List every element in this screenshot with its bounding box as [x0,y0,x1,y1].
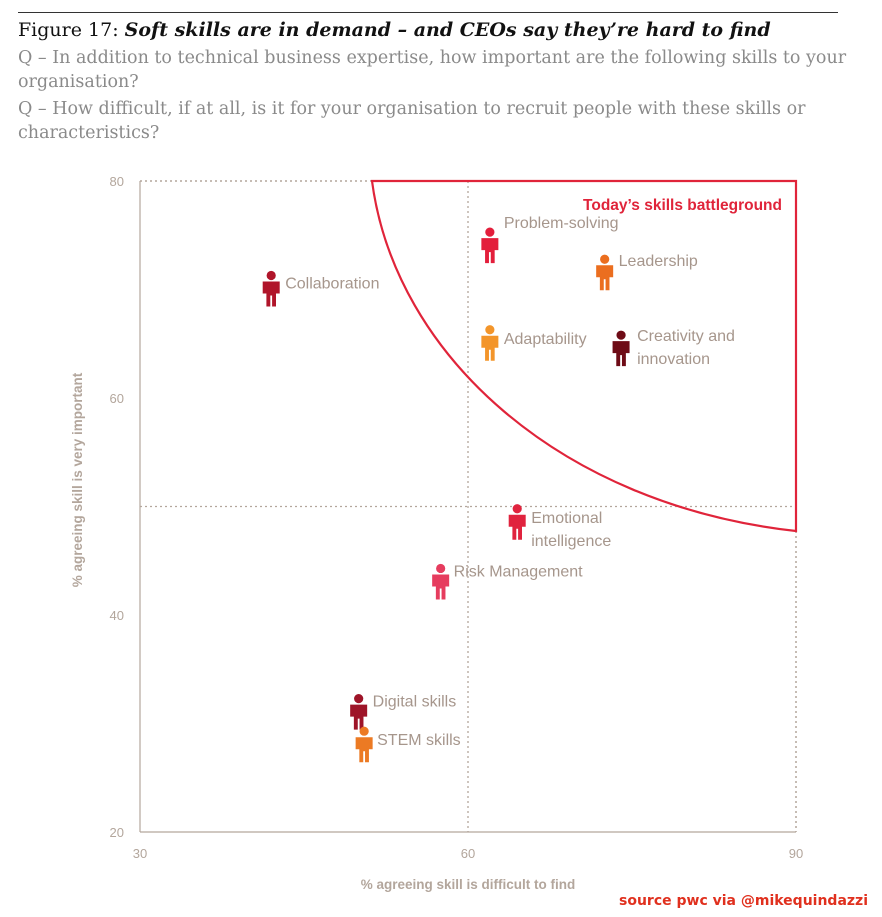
person-body [612,341,630,367]
person-body [508,514,526,540]
x-axis-title: % agreeing skill is difficult to find [361,877,576,892]
question-difficulty: Q – How difficult, if at all, is it for … [18,99,806,143]
person-marker [355,726,373,763]
x-tick-label: 60 [461,846,475,861]
person-marker [262,270,280,307]
figure-label: Figure 17: [18,19,119,41]
point-label: Emotional intelligence [531,510,611,550]
person-head [485,325,495,335]
point-label: Collaboration [285,276,379,293]
person-head [359,726,369,736]
person-marker [508,504,526,540]
person-marker [612,330,630,367]
person-body [596,265,614,291]
person-head [266,270,276,281]
y-tick-label: 40 [110,608,124,623]
top-rule [18,12,838,13]
figure-headline: Soft skills are in demand – and CEOs say… [124,19,771,41]
person-body [481,335,499,361]
person-head [600,254,610,264]
person-head [436,563,446,574]
person-body [350,704,368,730]
person-marker [596,254,614,291]
point-label: STEM skills [377,732,461,749]
point-label: Risk Management [454,563,583,580]
y-tick-label: 20 [110,825,124,840]
point-label: Digital skills [373,694,457,711]
person-marker [350,694,368,730]
person-marker [481,325,499,361]
person-marker [432,563,450,600]
person-body [432,574,450,600]
person-body [262,281,280,307]
point-label: Problem-solving [504,215,619,232]
person-marker [481,227,499,264]
source-credit: source pwc via @mikequindazzi [619,893,868,909]
y-axis-title: % agreeing skill is very important [70,372,85,587]
point-label: Creativity and innovation [637,328,735,368]
person-body [481,238,499,264]
person-head [616,330,626,340]
person-head [512,504,522,514]
x-tick-label: 90 [789,846,803,861]
x-tick-label: 30 [133,846,147,861]
point-label: Leadership [619,253,698,270]
person-body [355,737,373,763]
y-tick-label: 60 [110,391,124,406]
point-label: Adaptability [504,331,587,348]
person-head [485,227,495,237]
battleground-region [370,179,798,533]
battleground-label: Today’s skills battleground [583,197,782,214]
question-importance: Q – In addition to technical business ex… [18,48,847,92]
y-tick-label: 80 [110,174,124,189]
figure-title: Figure 17: Soft skills are in demand – a… [18,19,771,41]
person-head [354,694,364,704]
